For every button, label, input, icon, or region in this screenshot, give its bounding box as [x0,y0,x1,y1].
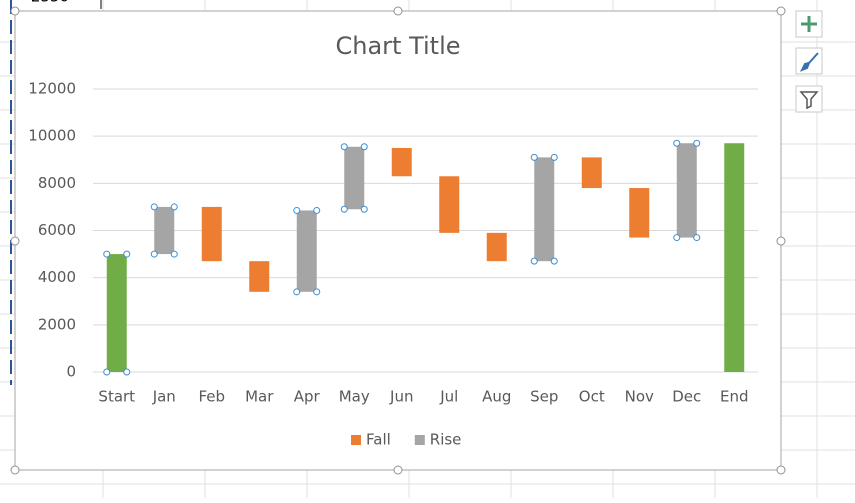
x-tick-label: End [720,388,749,406]
total-bar [724,143,744,372]
x-tick-label: Mar [245,388,274,406]
selection-handle [151,251,157,257]
chart-title: Chart Title [335,32,460,60]
x-tick-label: Nov [625,388,654,406]
x-tick-label: Jul [439,388,458,406]
y-tick-label: 8000 [38,174,76,192]
y-tick-label: 4000 [38,268,76,286]
range-bar [154,207,174,254]
selection-handle [104,251,110,257]
selection-handle [361,144,367,150]
x-tick-label: Start [98,388,135,406]
y-tick-label: 10000 [28,127,76,145]
range-bar [582,157,602,188]
chart-styles-button[interactable] [796,48,822,74]
range-bar [629,188,649,238]
selection-handle [104,369,110,375]
selection-handle [314,207,320,213]
selection-handle [124,369,130,375]
selection-handle [531,258,537,264]
selection-handle [124,251,130,257]
x-tick-label: Aug [482,388,511,406]
range-bar [202,207,222,261]
selection-handle [361,206,367,212]
selection-handle [694,235,700,241]
y-tick-label: 0 [66,363,76,381]
selection-handle [294,289,300,295]
y-tick-label: 12000 [28,80,76,98]
range-bar [297,210,317,291]
selection-handle [674,140,680,146]
selection-handle [674,235,680,241]
cell-text: 2550 [31,0,69,6]
x-tick-label: Oct [579,388,605,406]
x-tick-label: May [339,388,370,406]
total-bar [107,254,127,372]
x-tick-label: Jun [389,388,413,406]
selection-handle [341,206,347,212]
x-tick-label: Apr [294,388,321,406]
selection-handle [694,140,700,146]
selection-handle [294,207,300,213]
range-bar [677,143,697,237]
selection-handle [551,258,557,264]
range-bar [487,233,507,261]
selection-handle [171,204,177,210]
legend-label: Fall [366,431,391,449]
y-tick-label: 2000 [38,315,76,333]
legend-label: Rise [430,431,462,449]
range-bar [534,157,554,261]
range-bar [392,148,412,176]
x-tick-label: Jan [152,388,176,406]
legend-swatch [351,435,361,445]
legend-swatch [415,435,425,445]
selection-handle [551,154,557,160]
y-tick-label: 6000 [38,221,76,239]
selection-handle [341,144,347,150]
selection-handle [531,154,537,160]
x-tick-label: Sep [530,388,558,406]
chart-elements-button[interactable] [796,11,822,37]
range-bar [439,176,459,233]
selection-handle [171,251,177,257]
x-tick-label: Feb [198,388,225,406]
range-bar [344,147,364,209]
selection-handle [314,289,320,295]
chart-filters-button[interactable] [796,86,822,112]
x-tick-label: Dec [672,388,701,406]
range-bar [249,261,269,292]
selection-handle [151,204,157,210]
